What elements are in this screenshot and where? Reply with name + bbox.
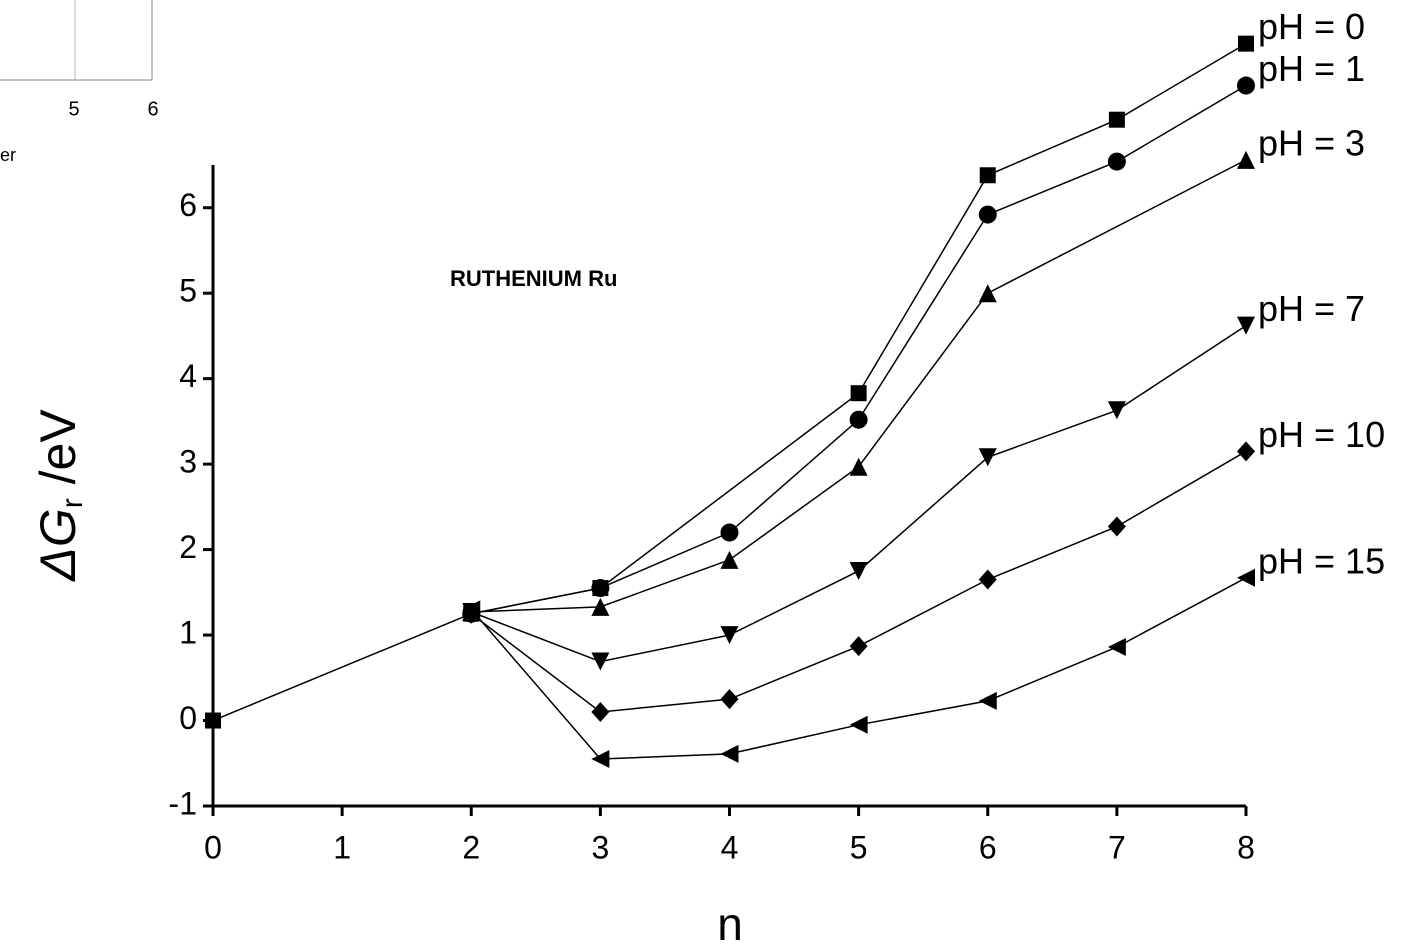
series-label: pH = 7 [1258,288,1365,329]
x-tick-label: 2 [462,829,480,865]
marker [1107,152,1126,171]
marker [1107,638,1126,657]
marker [850,385,867,402]
marker [978,448,997,467]
y-tick-label: 6 [179,187,197,223]
y-axis-label: ΔGr /eV [30,409,89,582]
y-tick-label: 4 [179,358,197,394]
marker [462,600,481,619]
marker [1237,568,1255,587]
series-line [470,577,1247,760]
series-label: pH = 3 [1258,122,1365,163]
y-tick-label: 2 [179,529,197,565]
x-tick-label: 6 [979,829,997,865]
y-label-subscript: r [56,498,89,508]
marker [591,701,610,722]
marker [849,636,868,657]
x-tick-label: 3 [591,829,609,865]
marker [1107,401,1126,420]
marker [978,205,997,224]
marker [720,744,739,763]
marker [1237,150,1255,169]
fragment-caption: er [0,145,16,165]
marker [1108,111,1125,128]
marker [978,691,997,710]
y-tick-label: -1 [169,785,197,821]
marker [591,579,610,598]
marker [591,749,610,768]
marker [591,597,610,616]
annotation: RUTHENIUM Ru [450,266,617,291]
x-tick-label: 0 [204,829,222,865]
y-tick-label: 3 [179,444,197,480]
marker [849,410,868,429]
marker [1237,441,1255,462]
y-label-symbol: ΔG [30,508,86,581]
x-axis-label: n [717,898,743,950]
series-line [471,84,1247,615]
y-tick-label: 1 [179,615,197,651]
y-label-unit: /eV [30,409,86,499]
series-label: pH = 1 [1258,48,1365,89]
series-line [470,325,1247,663]
marker [1107,516,1126,537]
marker [720,689,739,710]
series-label: pH = 0 [1258,6,1365,47]
marker [1238,35,1254,52]
series-label: pH = 10 [1258,414,1385,455]
marker [849,715,868,734]
series-line [471,159,1247,613]
marker [1237,316,1255,335]
marker [849,561,868,580]
marker [978,284,997,303]
marker [979,167,996,184]
marker [1237,76,1255,95]
marker [591,652,610,671]
marker [978,569,997,590]
marker [205,712,221,729]
x-tick-label: 4 [721,829,739,865]
y-tick-label: 0 [179,700,197,736]
x-tick-label: 1 [333,829,351,865]
marker [720,550,739,569]
series-label: pH = 15 [1258,540,1385,581]
fragment-tick: 6 [147,98,158,120]
marker [849,457,868,476]
y-tick-label: 5 [179,273,197,309]
x-tick-label: 7 [1108,829,1126,865]
x-tick-label: 5 [850,829,868,865]
series-line [212,42,1247,722]
fragment-tick: 5 [68,98,79,120]
series-line [470,450,1247,713]
marker [720,626,739,645]
marker [720,523,739,542]
x-tick-label: 8 [1237,829,1255,865]
